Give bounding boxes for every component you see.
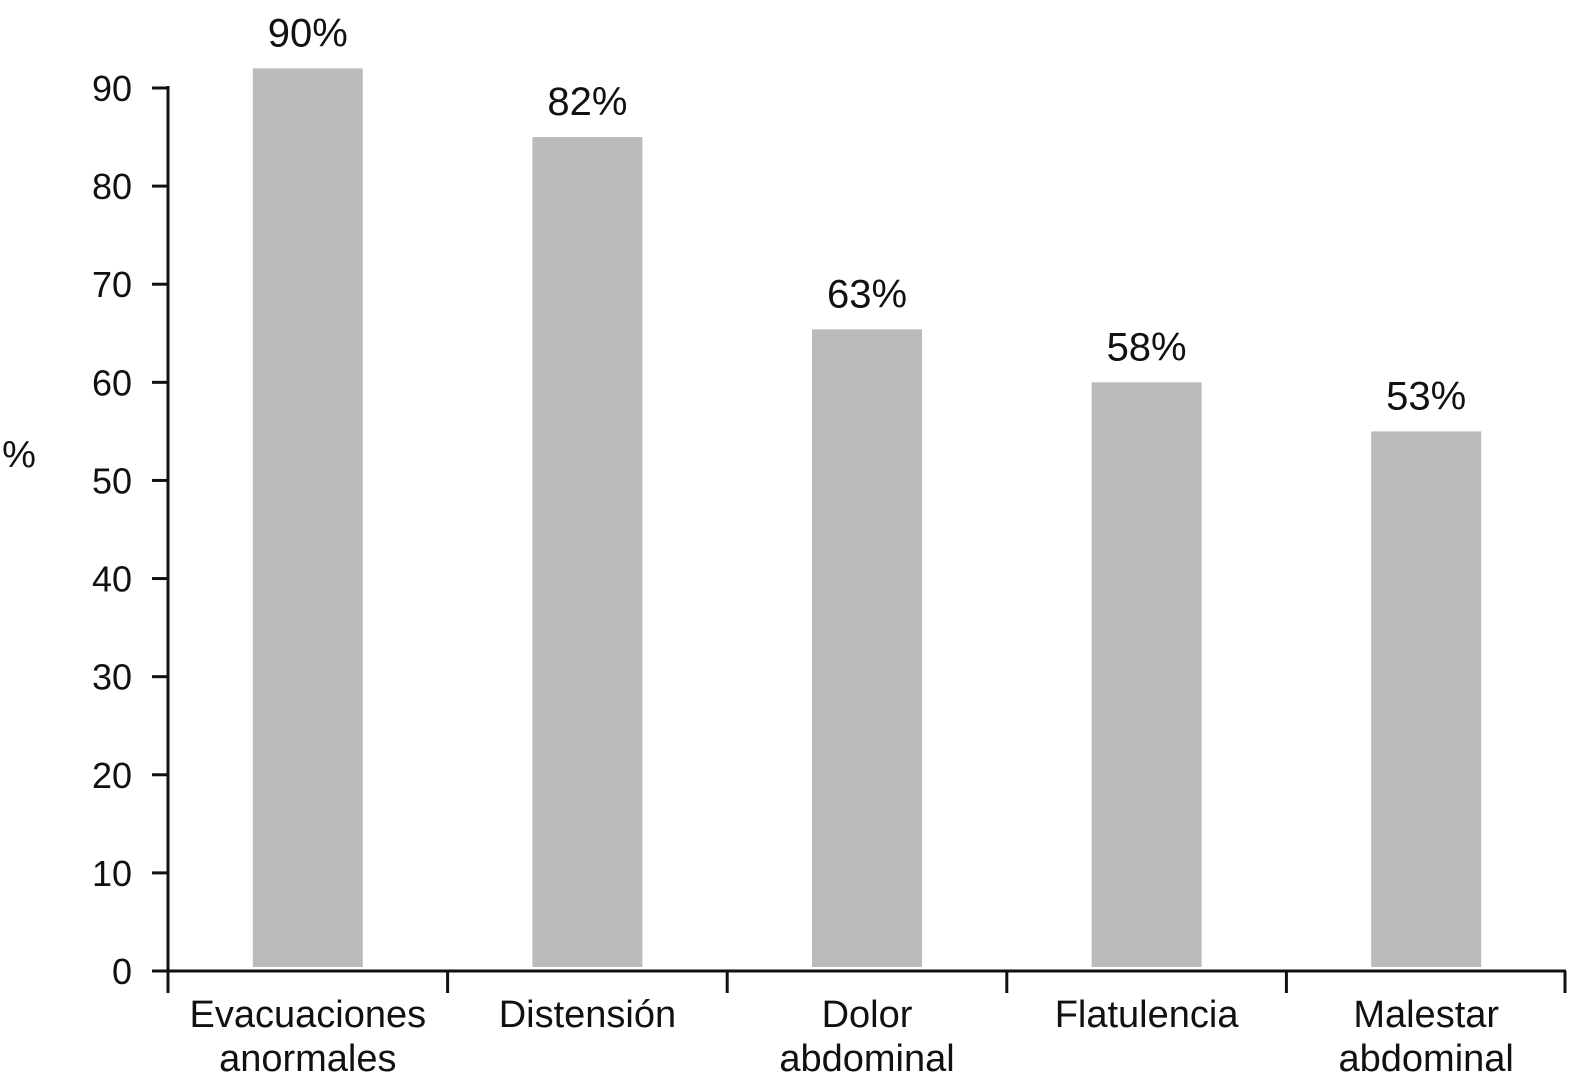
bar-value-label: 63% <box>827 272 907 316</box>
bar <box>1091 382 1202 967</box>
y-tick-label: 0 <box>112 951 132 992</box>
data-labels-group: 90% 82% 63% 58% 53% <box>268 11 1466 418</box>
y-tick-label: 40 <box>92 559 132 600</box>
y-tick-label: 90 <box>92 68 132 109</box>
axes-group <box>166 86 1567 993</box>
x-category-label: Evacuaciones anormales <box>190 994 427 1080</box>
x-category-label-line: Evacuaciones <box>190 994 427 1036</box>
y-tick-label: 10 <box>92 853 132 894</box>
x-category-label-line: abdominal <box>779 1038 954 1080</box>
x-category-label-line: anormales <box>219 1038 396 1080</box>
x-category-label-line: abdominal <box>1339 1038 1514 1080</box>
x-category-label: Distensión <box>499 994 676 1036</box>
bar-value-label: 82% <box>547 80 627 124</box>
bar <box>252 68 363 967</box>
bar <box>812 329 922 967</box>
bar-value-label: 53% <box>1386 374 1466 418</box>
bars-group <box>252 68 1482 968</box>
y-tick-label: 30 <box>92 657 132 698</box>
x-category-label: Malestar abdominal <box>1339 994 1514 1080</box>
y-tick-label: 80 <box>92 166 132 207</box>
bar <box>532 137 643 968</box>
x-category-label-line: Dolor <box>822 994 913 1036</box>
y-tick-label: 70 <box>92 264 132 305</box>
y-axis-label: % <box>2 434 36 476</box>
y-axis-ticks: 0 10 20 30 40 50 60 70 80 90 <box>92 68 168 992</box>
bar-value-label: 90% <box>268 11 348 55</box>
x-category-label-line: Flatulencia <box>1055 994 1240 1036</box>
x-category-label-line: Malestar <box>1353 994 1499 1036</box>
bar <box>1371 431 1482 967</box>
y-tick-label: 20 <box>92 755 132 796</box>
x-category-label-line: Distensión <box>499 994 676 1036</box>
x-category-label: Flatulencia <box>1055 994 1240 1036</box>
bar-value-label: 58% <box>1107 325 1187 369</box>
y-tick-label: 60 <box>92 362 132 403</box>
x-category-label: Dolor abdominal <box>779 994 954 1080</box>
y-tick-label: 50 <box>92 460 132 501</box>
